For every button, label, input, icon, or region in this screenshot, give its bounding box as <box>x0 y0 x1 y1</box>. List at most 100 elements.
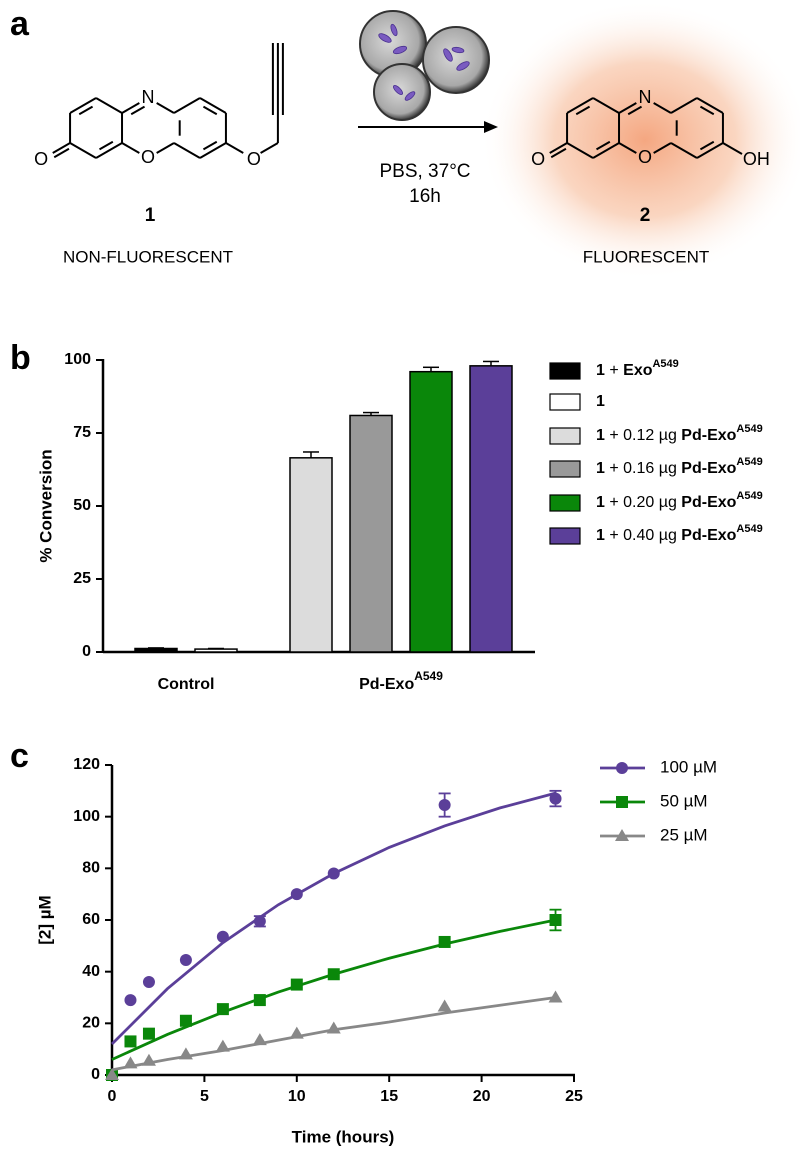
bond <box>121 102 140 114</box>
bond <box>130 105 146 116</box>
y-tick-label: 0 <box>91 1066 100 1083</box>
x-axis-label: Time (hours) <box>292 1127 395 1146</box>
legend-marker <box>615 829 629 841</box>
x-tick-label: Pd-ExoA549 <box>359 669 443 693</box>
atom-label: O <box>141 147 155 167</box>
bond <box>550 147 567 159</box>
legend-part: Pd-Exo <box>681 427 736 444</box>
exosomes <box>359 10 490 121</box>
legend-marker <box>616 796 628 808</box>
y-tick-label: 40 <box>82 963 100 980</box>
bond <box>653 142 672 154</box>
bond <box>260 142 279 154</box>
bond <box>696 97 724 114</box>
point <box>326 1021 341 1034</box>
point <box>289 1026 304 1039</box>
legend-part: Pd-Exo <box>681 527 736 544</box>
legend-part: A549 <box>652 358 678 370</box>
point <box>327 867 340 880</box>
point <box>438 799 451 812</box>
panel-label: b <box>10 339 31 377</box>
point <box>124 994 137 1007</box>
point <box>216 930 229 943</box>
legend-label: 100 µM <box>660 757 717 776</box>
bond <box>653 102 672 114</box>
bond <box>69 97 97 114</box>
error-bar <box>423 366 439 372</box>
bond <box>95 142 123 159</box>
point <box>141 1053 156 1066</box>
y-tick-label: 0 <box>82 643 91 660</box>
point <box>179 954 192 967</box>
bond <box>52 142 71 154</box>
bond <box>618 142 637 154</box>
bond <box>699 140 715 151</box>
y-tick-label: 60 <box>82 911 100 928</box>
y-tick-label: 100 <box>73 808 100 825</box>
bond <box>627 105 643 116</box>
legend-label: 1 + 0.16 µg Pd-ExoA549 <box>596 456 763 477</box>
atom-label: N <box>639 87 652 107</box>
category: Control <box>158 676 215 693</box>
point <box>549 914 562 926</box>
atom-label: O <box>638 147 652 167</box>
legend-part: + 0.16 µg <box>605 460 681 477</box>
point <box>253 994 266 1007</box>
legend-part: Pd-Exo <box>681 494 736 511</box>
point <box>327 968 340 981</box>
point <box>253 915 266 928</box>
bond <box>156 142 175 154</box>
bond <box>53 147 70 159</box>
fit-curve <box>111 918 556 1061</box>
x-tick-label: Control <box>158 676 215 693</box>
atom-label: O <box>531 149 545 169</box>
legend-part: A549 <box>736 490 762 502</box>
y-tick-label: 50 <box>73 497 91 514</box>
legend-part: 1 <box>596 527 605 544</box>
atom-label: OH <box>743 149 770 169</box>
legend-part: + 0.20 µg <box>605 494 681 511</box>
bar <box>134 647 178 653</box>
superscript: A549 <box>414 669 443 683</box>
bond <box>202 105 218 116</box>
legend-part: 1 <box>596 460 605 477</box>
error-bar <box>148 647 164 649</box>
bar <box>469 365 513 653</box>
bond <box>78 105 94 116</box>
y-tick-label: 80 <box>82 860 100 877</box>
x-tick-label: 15 <box>380 1088 398 1105</box>
point <box>123 1056 138 1069</box>
bond <box>566 97 594 114</box>
y-tick-label: 25 <box>73 570 91 587</box>
fit-curve <box>111 996 556 1072</box>
point <box>549 792 562 805</box>
bond <box>69 142 97 159</box>
legend-label: 50 µM <box>660 791 708 810</box>
bond <box>199 142 227 159</box>
bond <box>592 97 620 114</box>
x-tick-label: 20 <box>473 1088 491 1105</box>
legend-part: + <box>605 362 623 379</box>
legend-part: Pd-Exo <box>681 460 736 477</box>
legend-swatch <box>549 427 581 445</box>
legend-part: Exo <box>623 362 653 379</box>
legend-part: 1 <box>596 494 605 511</box>
point <box>252 1033 267 1046</box>
bond <box>596 140 611 151</box>
compound-number: 2 <box>640 205 651 226</box>
legend-part: 1 <box>596 393 605 410</box>
bond <box>121 142 140 154</box>
legend-swatch <box>549 494 581 512</box>
y-tick-label: 20 <box>82 1015 100 1032</box>
condition: PBS, 37°C <box>379 161 470 182</box>
x-tick-label: 0 <box>108 1088 117 1105</box>
atom-label: O <box>34 149 48 169</box>
point <box>215 1039 230 1052</box>
legend-swatch <box>549 460 581 478</box>
atom-label: O <box>247 149 261 169</box>
legend-part: + 0.40 µg <box>605 527 681 544</box>
legend-swatch <box>549 393 581 411</box>
bar <box>349 414 393 653</box>
bond <box>618 102 637 114</box>
